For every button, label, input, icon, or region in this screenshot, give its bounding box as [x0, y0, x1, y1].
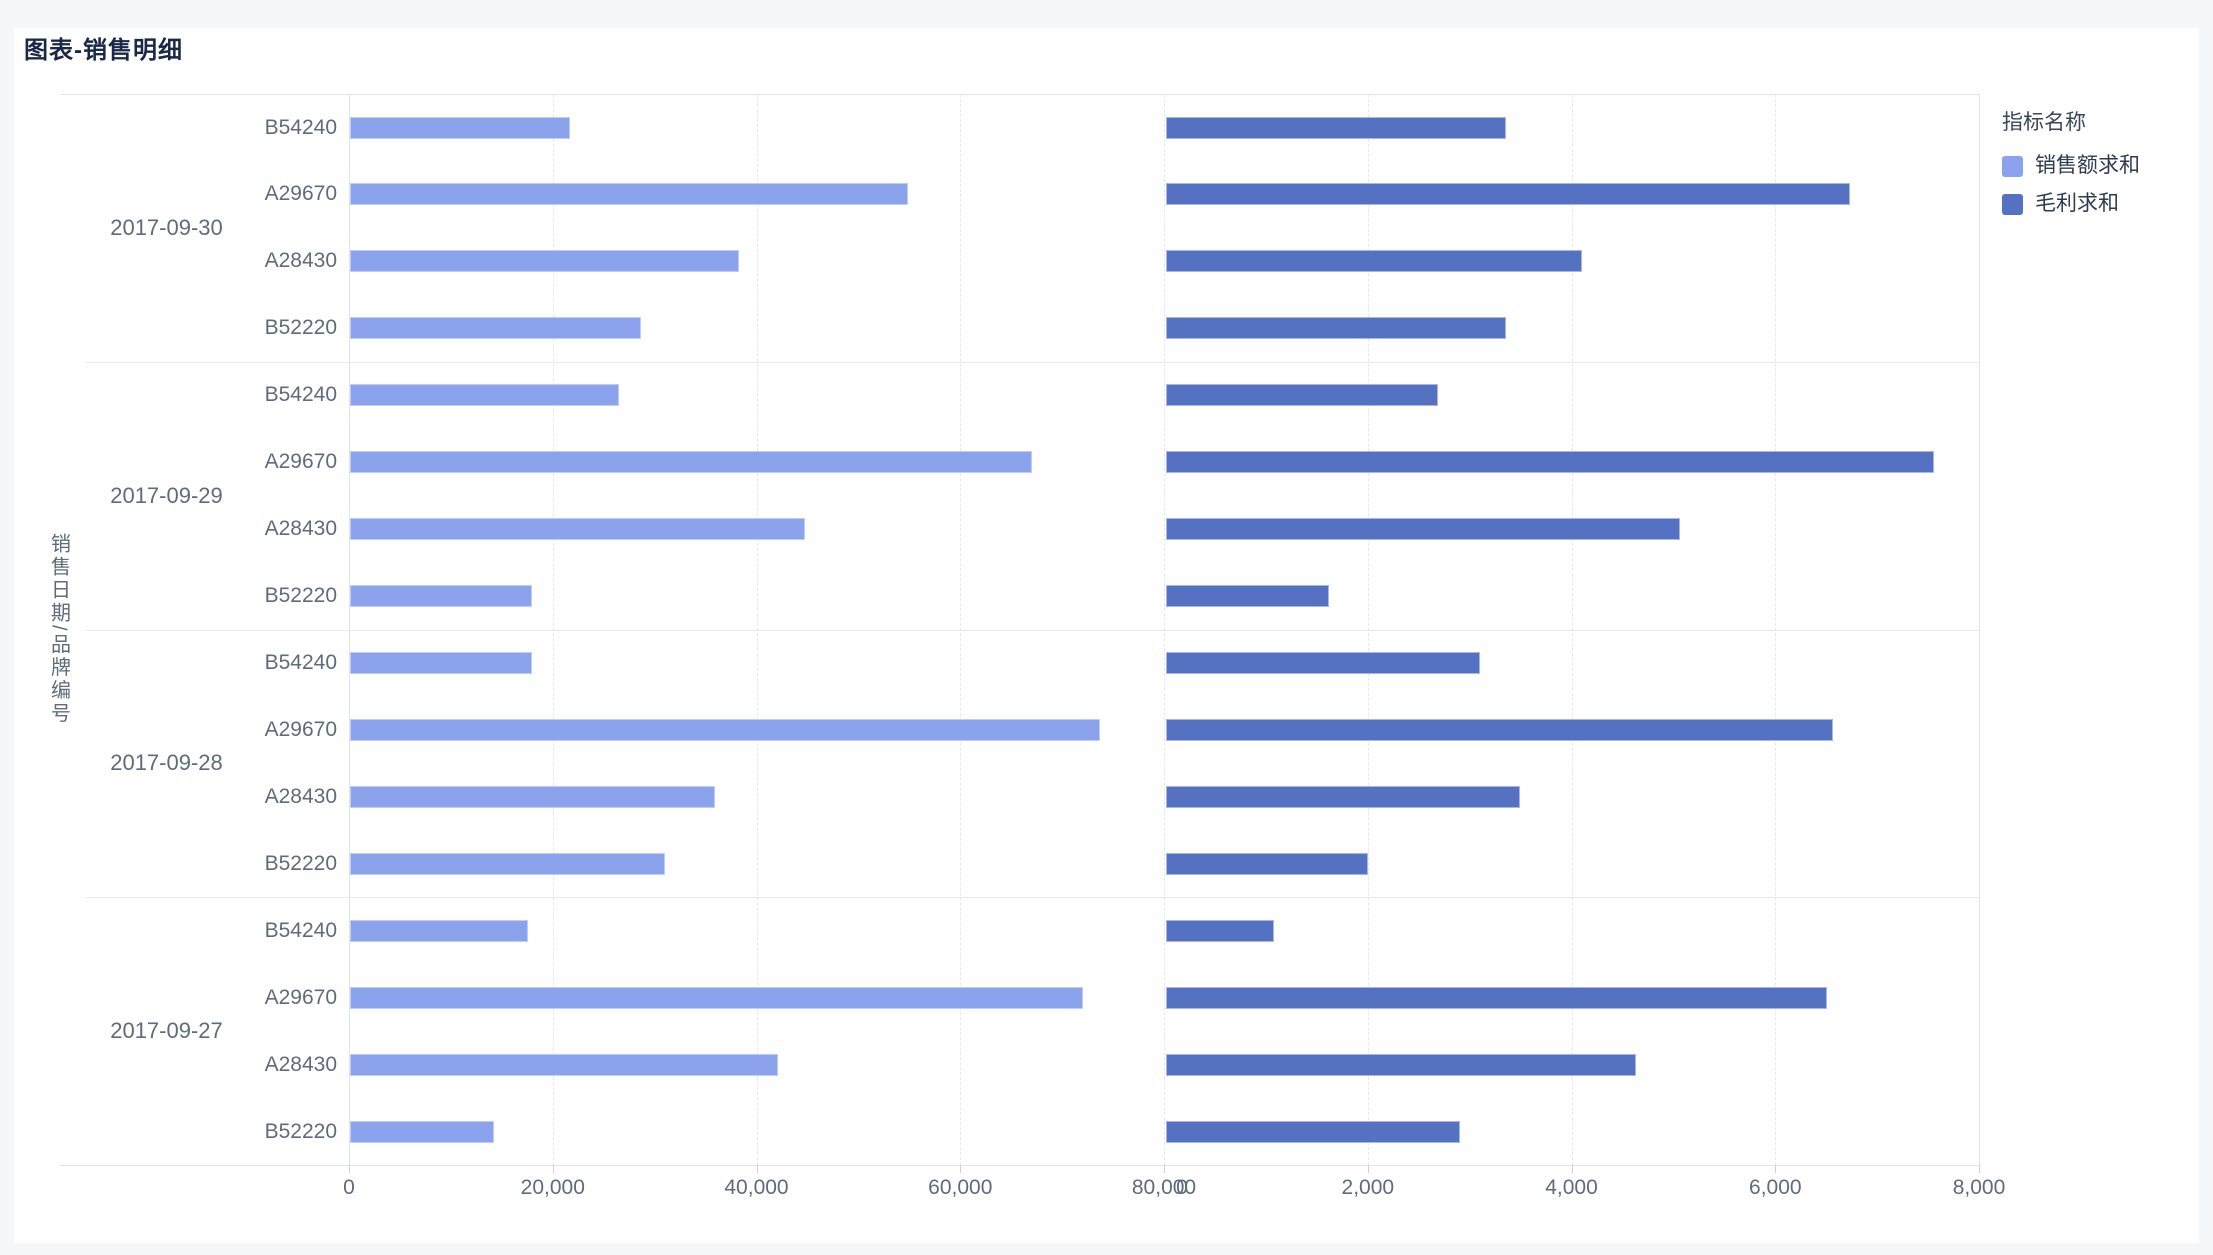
- x-tick: [552, 1165, 554, 1173]
- x-tick-label: 40,000: [724, 1176, 789, 1199]
- gridline: [1775, 94, 1777, 1165]
- legend-item-label: 销售额求和: [2035, 154, 2140, 177]
- date-group-label: 2017-09-29: [110, 482, 223, 508]
- sales-bar[interactable]: [350, 986, 1083, 1009]
- sales-bar[interactable]: [350, 919, 529, 942]
- sales-bar[interactable]: [350, 183, 909, 206]
- legend: 指标名称 销售额求和 毛利求和: [2002, 106, 2202, 230]
- profit-bar[interactable]: [1165, 451, 1934, 474]
- x-tick: [756, 1165, 758, 1173]
- profit-bar[interactable]: [1165, 1120, 1460, 1143]
- x-tick-label: 0: [1176, 1176, 1188, 1199]
- x-tick: [960, 1165, 962, 1173]
- x-tick: [1367, 1165, 1369, 1173]
- brand-label: B52220: [264, 584, 337, 607]
- legend-title: 指标名称: [2002, 111, 2086, 134]
- sales-bar[interactable]: [350, 384, 619, 407]
- sales-bar[interactable]: [350, 116, 571, 139]
- sales-bar[interactable]: [350, 718, 1100, 741]
- sales-bar[interactable]: [350, 1120, 494, 1143]
- profit-bar[interactable]: [1165, 250, 1583, 273]
- sales-bar[interactable]: [350, 652, 533, 674]
- profit-bar[interactable]: [1165, 785, 1520, 808]
- sales-bar[interactable]: [350, 852, 665, 875]
- brand-label: A29670: [264, 985, 337, 1009]
- x-tick-label: 6,000: [1749, 1176, 1802, 1199]
- legend-item-sales[interactable]: 销售额求和: [2002, 154, 2202, 178]
- profit-bar[interactable]: [1165, 183, 1851, 206]
- brand-label: A29670: [264, 717, 337, 741]
- brand-label: A28430: [264, 517, 337, 541]
- chart-card: [14, 28, 2199, 1243]
- plot-frame-top: [60, 94, 1979, 95]
- gridline: [960, 94, 962, 1165]
- brand-label: A28430: [264, 1052, 337, 1076]
- profit-bar[interactable]: [1165, 384, 1438, 407]
- profit-bar[interactable]: [1165, 718, 1833, 741]
- sales-bar[interactable]: [350, 317, 642, 340]
- x-tick-label: 8,000: [1952, 1176, 2006, 1199]
- legend-item-profit[interactable]: 毛利求和: [2002, 192, 2202, 216]
- brand-label: B54240: [264, 115, 337, 139]
- brand-label: B54240: [264, 383, 337, 407]
- legend-item-label: 毛利求和: [2035, 192, 2119, 215]
- x-tick-label: 4,000: [1545, 1176, 1598, 1199]
- page-title: 图表-销售明细: [24, 37, 183, 64]
- sales-swatch-icon: [2002, 155, 2023, 177]
- y-axis-title-text: 销售日期/品牌编号: [47, 533, 70, 726]
- sales-bar[interactable]: [350, 785, 715, 808]
- profit-bar[interactable]: [1165, 652, 1481, 674]
- plot-frame-right: [1979, 94, 1980, 1165]
- group-separator: [85, 361, 1979, 363]
- x-tick-label: 0: [343, 1176, 355, 1199]
- x-tick-label: 2,000: [1341, 1176, 1395, 1199]
- x-tick: [1571, 1165, 1573, 1173]
- date-group-label: 2017-09-30: [110, 214, 223, 240]
- x-tick-label: 60,000: [928, 1176, 993, 1199]
- sales-bar[interactable]: [350, 518, 806, 541]
- profit-swatch-icon: [2002, 193, 2023, 215]
- gridline: [756, 94, 758, 1165]
- sales-bar[interactable]: [350, 1053, 778, 1076]
- profit-bar[interactable]: [1165, 919, 1274, 942]
- profit-bar[interactable]: [1165, 1053, 1637, 1076]
- category-axis-line: [349, 94, 350, 1165]
- brand-label: A29670: [264, 450, 337, 474]
- date-group-label: 2017-09-27: [110, 1018, 223, 1044]
- y-axis-title: 销售日期/品牌编号: [44, 94, 74, 1165]
- brand-label: B52220: [264, 1119, 337, 1143]
- brand-label: A28430: [264, 784, 337, 808]
- profit-bar[interactable]: [1165, 518, 1680, 541]
- brand-label: B52220: [264, 316, 337, 340]
- gridline: [1571, 94, 1573, 1165]
- sales-bar[interactable]: [350, 451, 1032, 474]
- profit-bar[interactable]: [1165, 986, 1827, 1009]
- profit-bar[interactable]: [1165, 585, 1329, 607]
- brand-label: A29670: [264, 182, 337, 206]
- x-tick-label: 20,000: [520, 1176, 585, 1199]
- gridline: [1367, 94, 1369, 1165]
- profit-bar[interactable]: [1165, 852, 1369, 875]
- panel-divider-zero-line: [1164, 94, 1165, 1165]
- group-separator: [85, 629, 1979, 631]
- x-tick: [1775, 1165, 1777, 1173]
- x-tick: [349, 1165, 350, 1173]
- brand-label: B54240: [264, 651, 337, 674]
- x-tick: [1979, 1165, 1980, 1173]
- brand-label: B54240: [264, 918, 337, 942]
- x-axis-line: [60, 1165, 1979, 1166]
- brand-label: B52220: [264, 851, 337, 875]
- date-group-label: 2017-09-28: [110, 750, 223, 776]
- sales-bar[interactable]: [350, 250, 740, 273]
- x-tick-label: 80,000: [1131, 1176, 1197, 1199]
- profit-bar[interactable]: [1165, 116, 1506, 139]
- profit-bar[interactable]: [1165, 317, 1506, 340]
- group-separator: [85, 897, 1979, 899]
- brand-label: A28430: [264, 249, 337, 273]
- gridline: [552, 94, 554, 1165]
- x-tick: [1164, 1165, 1165, 1173]
- sales-bar[interactable]: [350, 585, 533, 607]
